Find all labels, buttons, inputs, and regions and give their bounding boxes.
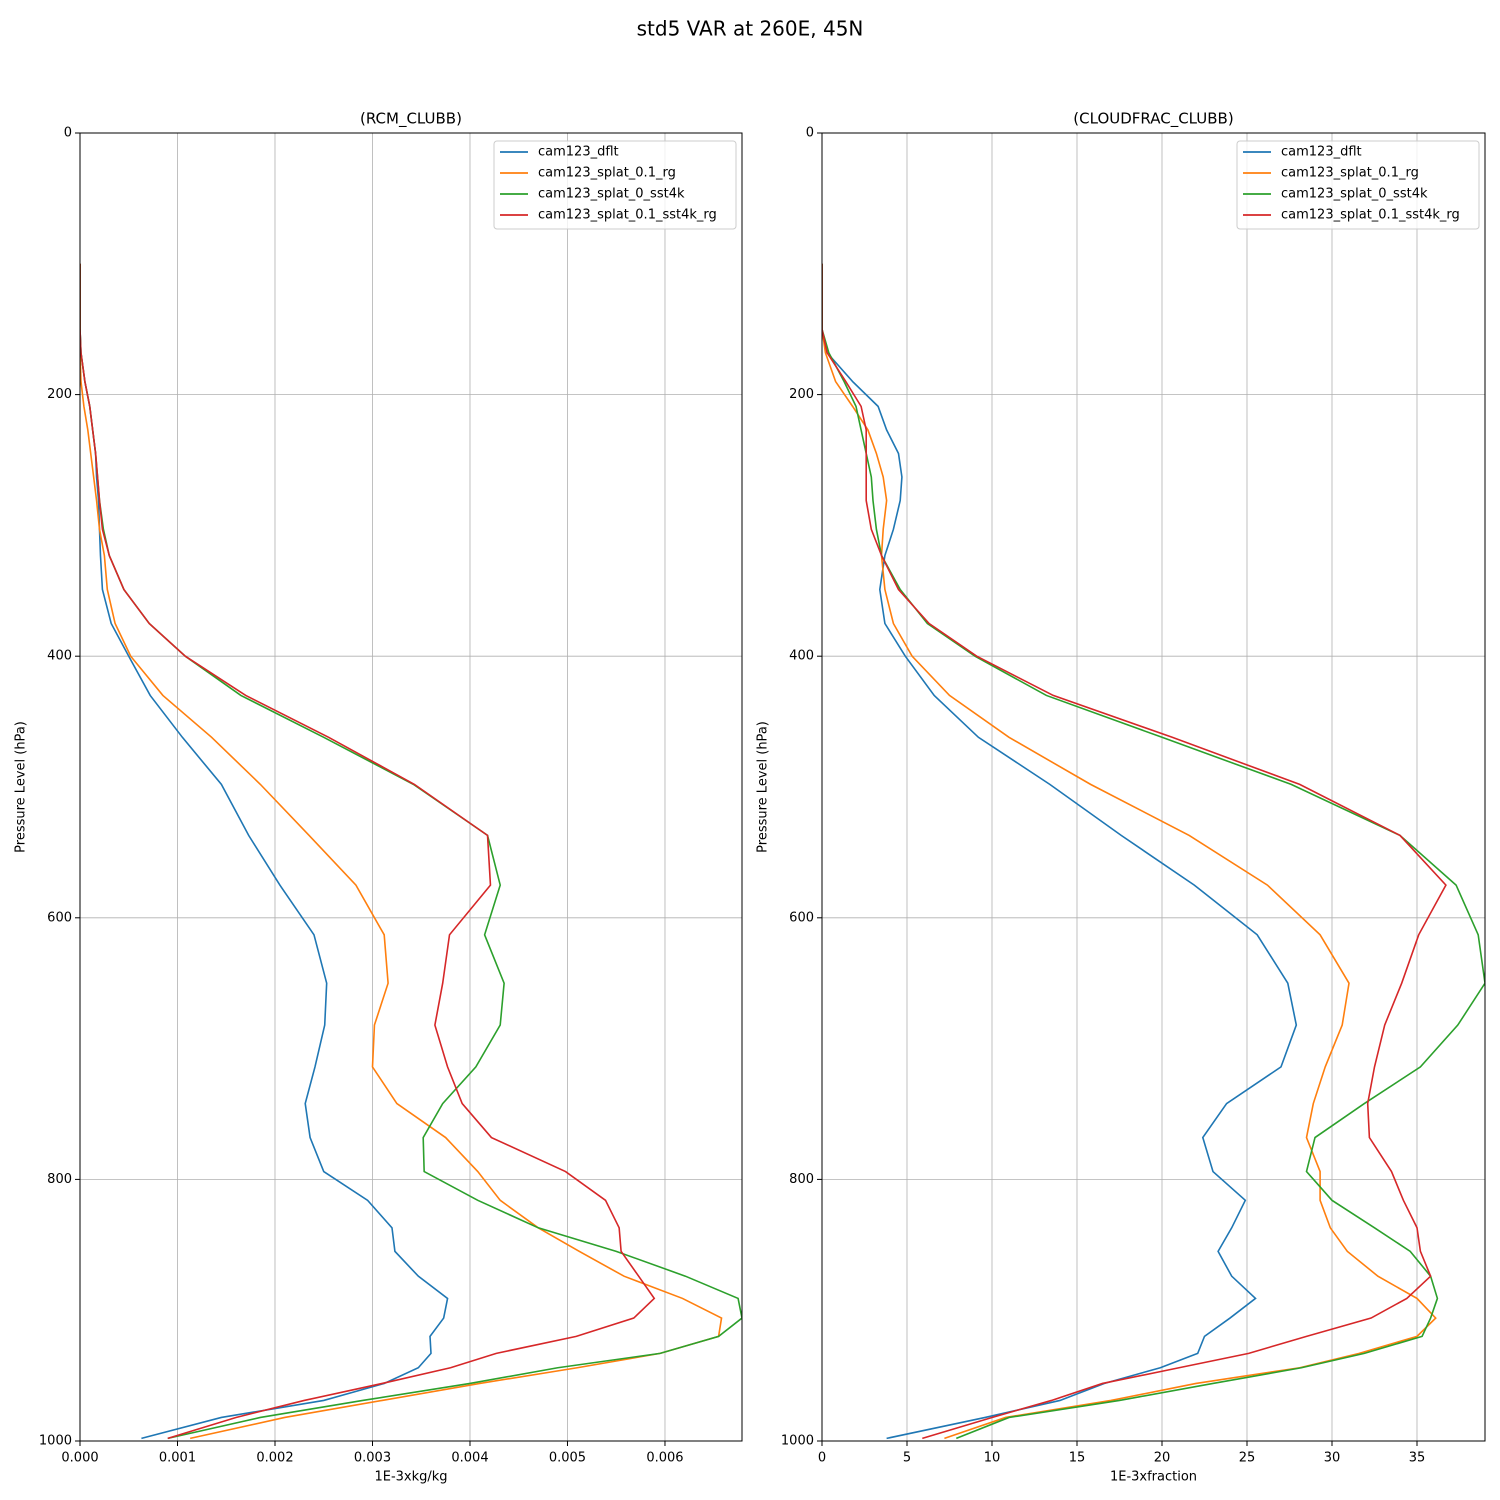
- y-tick-label: 800: [47, 1172, 72, 1187]
- plot-frame: [79, 132, 743, 1442]
- legend-label: cam123_splat_0_sst4k: [1281, 187, 1428, 202]
- y-tick-label: 400: [47, 649, 72, 664]
- series-line: [80, 263, 449, 1440]
- y-tick-label: 0: [64, 126, 72, 141]
- subplot-title: (RCM_CLUBB): [360, 110, 462, 129]
- x-tick-label: 0: [818, 1451, 826, 1466]
- legend-box: [493, 140, 737, 230]
- x-tick-label: 0.004: [451, 1451, 488, 1466]
- y-tick-label: 600: [789, 910, 814, 925]
- x-axis-label: 1E-3xkg/kg: [374, 1470, 447, 1485]
- series-line: [822, 263, 1485, 1440]
- x-tick-label: 0.002: [256, 1451, 293, 1466]
- series-line: [80, 263, 656, 1440]
- x-tick-label: 30: [1324, 1451, 1341, 1466]
- series-line: [822, 263, 1447, 1440]
- x-tick-label: 0.001: [159, 1451, 196, 1466]
- x-tick-label: 10: [984, 1451, 1001, 1466]
- y-axis-label: Pressure Level (hPa): [14, 721, 29, 853]
- x-tick-label: 0.000: [61, 1451, 98, 1466]
- x-tick-label: 0.003: [354, 1451, 391, 1466]
- legend-label: cam123_splat_0.1_rg: [538, 166, 676, 181]
- y-tick-label: 0: [806, 126, 814, 141]
- plot-frame: [821, 132, 1486, 1442]
- series-line: [822, 263, 1437, 1440]
- legend-label: cam123_splat_0.1_sst4k_rg: [1281, 208, 1460, 223]
- x-tick-label: 20: [1154, 1451, 1171, 1466]
- y-tick-label: 600: [47, 910, 72, 925]
- legend-label: cam123_splat_0.1_rg: [1281, 166, 1419, 181]
- y-tick-label: 800: [789, 1172, 814, 1187]
- y-axis-label: Pressure Level (hPa): [756, 721, 771, 853]
- y-tick-label: 1000: [39, 1434, 72, 1449]
- legend-label: cam123_dflt: [538, 145, 619, 160]
- subplot-title: (CLOUDFRAC_CLUBB): [1073, 110, 1233, 129]
- x-tick-label: 5: [903, 1451, 911, 1466]
- y-tick-label: 200: [789, 387, 814, 402]
- x-axis-label: 1E-3xfraction: [1110, 1470, 1197, 1485]
- y-tick-label: 200: [47, 387, 72, 402]
- x-tick-label: 25: [1239, 1451, 1256, 1466]
- x-tick-label: 15: [1069, 1451, 1086, 1466]
- legend-label: cam123_dflt: [1281, 145, 1362, 160]
- legend-box: [1236, 140, 1480, 230]
- series-line: [822, 263, 1298, 1440]
- legend-label: cam123_splat_0_sst4k: [538, 187, 685, 202]
- y-tick-label: 1000: [781, 1434, 814, 1449]
- legend-label: cam123_splat_0.1_sst4k_rg: [538, 208, 717, 223]
- series-line: [80, 263, 742, 1440]
- x-tick-label: 0.006: [646, 1451, 683, 1466]
- series-line: [80, 263, 723, 1440]
- x-tick-label: 0.005: [549, 1451, 586, 1466]
- figure-title: std5 VAR at 260E, 45N: [637, 17, 864, 41]
- x-tick-label: 35: [1409, 1451, 1426, 1466]
- y-tick-label: 400: [789, 649, 814, 664]
